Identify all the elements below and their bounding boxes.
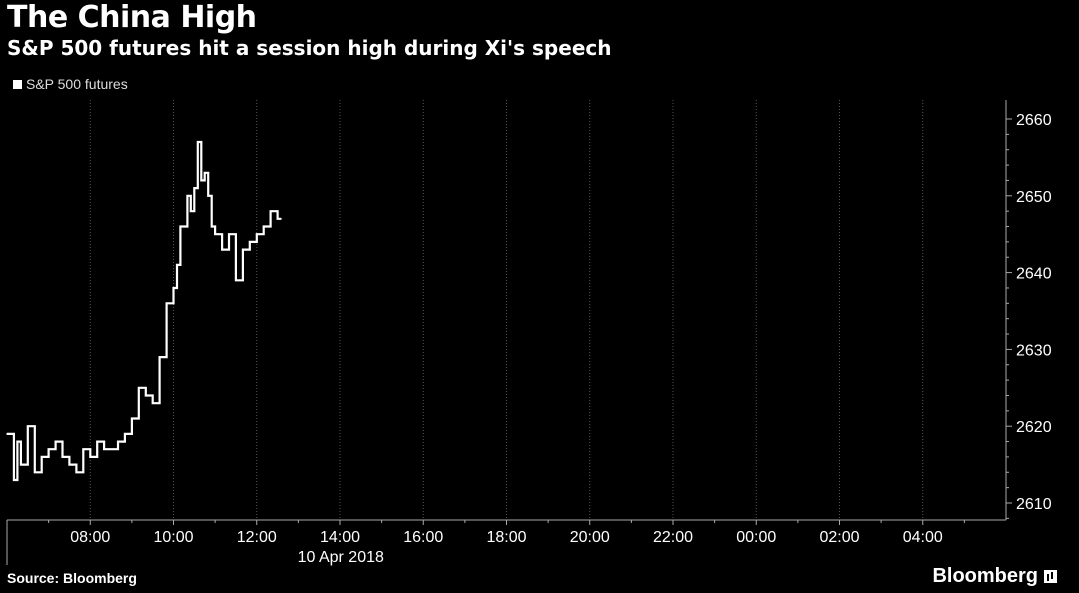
data-point [144,394,147,397]
data-point [196,141,199,143]
data-point [138,387,140,389]
data-point [214,233,216,235]
data-point [235,279,237,282]
data-point [68,463,71,466]
source-note: Source: Bloomberg [7,570,137,586]
data-point [193,187,196,189]
y-tick-label: 2640 [1016,266,1052,283]
brand-name: Bloomberg [932,565,1038,587]
data-point [190,210,192,212]
axes [6,100,1012,565]
data-point [16,440,19,443]
x-tick-label: 12:00 [237,529,277,546]
data-point [131,417,133,420]
data-point [20,463,22,466]
data-point [54,440,57,443]
bloomberg-chart-icon [1044,570,1057,583]
brand-logo: Bloomberg [932,565,1057,588]
x-tick-label: 20:00 [570,529,610,546]
data-point [249,241,251,243]
data-point [96,440,98,443]
series-line [7,140,281,482]
data-point [61,456,64,458]
x-tick-label: 22:00 [653,529,693,546]
x-tick-label: 10:00 [153,529,193,546]
data-point [255,233,258,235]
y-tick-label: 2610 [1016,496,1052,513]
data-point [27,425,29,428]
data-point [13,479,15,481]
x-tick-label: 18:00 [486,529,526,546]
legend-label: S&P 500 futures [26,76,128,92]
data-point [179,225,182,228]
x-tick-label: 02:00 [819,529,859,546]
data-point [75,471,78,474]
data-point [221,248,223,251]
y-tick-label: 2630 [1016,342,1052,359]
data-point [210,225,213,228]
data-point [203,171,206,174]
y-tick-label: 2620 [1016,419,1052,436]
data-point [207,195,209,197]
data-point [103,448,105,451]
data-point [280,218,282,220]
x-tick-label: 14:00 [320,529,360,546]
data-point [200,179,203,182]
x-tick-label: 04:00 [903,529,943,546]
legend: S&P 500 futures [13,76,128,92]
chart-title: The China High [7,0,257,35]
y-tick-label: 2660 [1016,112,1052,129]
x-tick-label: 16:00 [403,529,443,546]
x-tick-label: 08:00 [70,529,110,546]
data-point [110,448,112,451]
data-point [124,433,126,435]
x-tick-label: 00:00 [736,529,776,546]
grid [89,100,924,520]
data-point [82,448,85,451]
tick-labels: 08:00 10:00 12:00 14:00 16:00 18:00 20:00 22:00… [70,112,1051,566]
legend-swatch [13,79,22,89]
data-point [47,448,50,451]
y-tick-label: 2650 [1016,189,1052,206]
data-point [33,471,36,474]
data-point [172,287,175,289]
data-point [117,440,119,443]
data-point [89,456,92,458]
chart-subtitle: S&P 500 futures hit a session high durin… [7,36,612,60]
data-point [40,456,43,458]
data-point [276,218,279,220]
data-point [262,225,265,228]
data-point [151,402,154,404]
data-point [176,264,178,266]
data-point [228,233,230,235]
data-point [6,433,8,435]
x-axis-label: 10 Apr 2018 [298,549,384,566]
data-point [186,195,189,197]
series-layer [6,140,282,482]
data-point [242,248,244,251]
data-point [165,302,168,305]
data-point [158,356,161,358]
data-point [269,210,272,212]
